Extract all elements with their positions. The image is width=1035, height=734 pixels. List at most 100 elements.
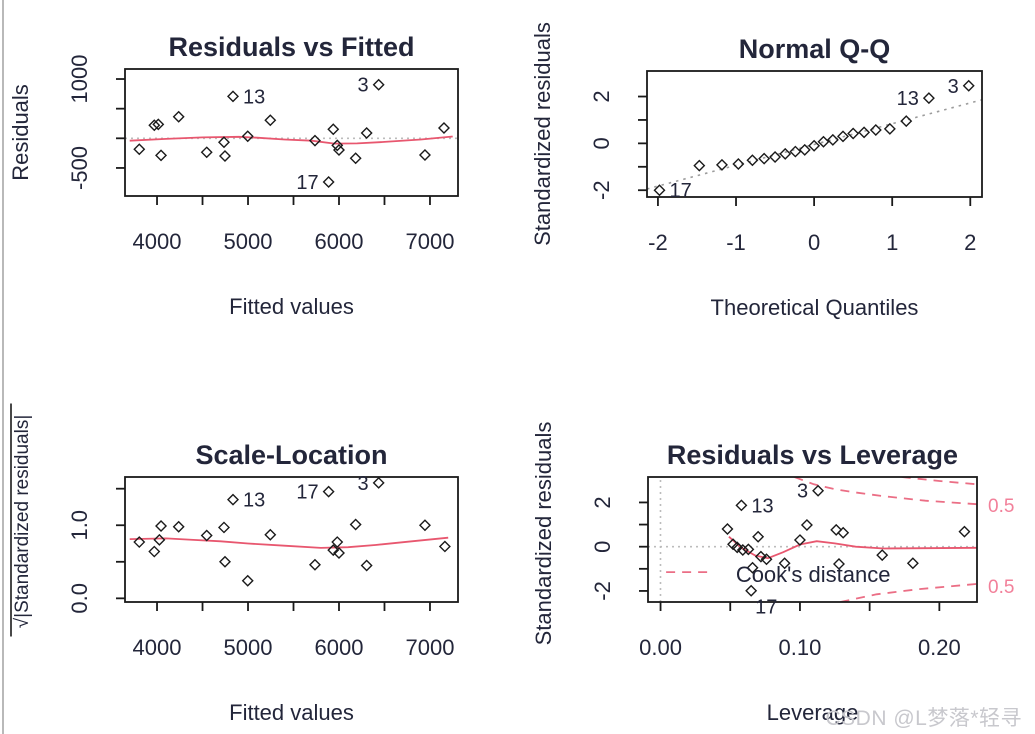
panel-lines bbox=[648, 477, 977, 602]
data-point bbox=[331, 536, 344, 549]
data-point bbox=[808, 139, 821, 152]
x-tick-label: 6000 bbox=[315, 635, 364, 660]
point-label-13: 13 bbox=[243, 490, 265, 512]
left-edge-border bbox=[2, 0, 4, 734]
data-point bbox=[962, 79, 975, 92]
data-point bbox=[264, 114, 277, 127]
y-axis-label: √|Standardized residuals| bbox=[12, 415, 33, 629]
data-point bbox=[817, 135, 830, 148]
cook-contour-level-label: 0.5 bbox=[988, 496, 1014, 517]
x-axis-label: Leverage bbox=[767, 700, 859, 725]
data-point bbox=[752, 530, 765, 543]
data-point bbox=[746, 154, 759, 167]
data-point bbox=[789, 145, 802, 158]
x-tick-label: 1 bbox=[886, 230, 898, 255]
x-tick-label: 0.10 bbox=[779, 635, 822, 660]
data-point bbox=[372, 476, 385, 489]
panel-lines bbox=[129, 536, 449, 549]
data-point bbox=[906, 557, 919, 570]
data-point bbox=[133, 143, 146, 156]
point-label-17: 17 bbox=[755, 597, 777, 619]
cook-contour-level-label: 0.5 bbox=[988, 577, 1014, 598]
point-label-3: 3 bbox=[948, 76, 959, 98]
data-point bbox=[360, 559, 373, 572]
data-point bbox=[308, 558, 321, 571]
data-point bbox=[360, 127, 373, 140]
data-point bbox=[372, 78, 385, 91]
x-axis-label: Fitted values bbox=[229, 294, 354, 319]
data-point bbox=[219, 149, 231, 162]
plot-box bbox=[124, 68, 459, 197]
data-point bbox=[800, 519, 813, 531]
data-point bbox=[742, 543, 755, 556]
x-tick-label: 5000 bbox=[224, 229, 273, 254]
panel-normal-q-q: -2 -1 0 1 2 -2 0 2 17 13 3 Normal Q-Q Theoretical Qu… bbox=[530, 22, 983, 320]
data-point bbox=[200, 529, 213, 542]
data-point bbox=[219, 555, 231, 568]
y-axis-label: Residuals bbox=[8, 84, 33, 181]
plot-box bbox=[646, 70, 983, 198]
panel-residuals-vs-fitted: 4000 5000 6000 7000 -500 1000 13 3 17 Residuals v… bbox=[8, 32, 459, 319]
data-point bbox=[241, 574, 254, 587]
x-tick-label: 5000 bbox=[224, 635, 273, 660]
data-point bbox=[922, 92, 935, 105]
data-point bbox=[721, 523, 734, 535]
point-label-13: 13 bbox=[243, 86, 265, 108]
data-point bbox=[731, 541, 744, 554]
data-point bbox=[778, 557, 791, 570]
loess-smooth-line bbox=[129, 135, 453, 145]
x-tick-label: 7000 bbox=[406, 635, 455, 660]
data-point bbox=[653, 184, 666, 197]
panel-title: Residuals vs Fitted bbox=[168, 32, 414, 62]
data-point bbox=[793, 534, 806, 547]
data-point bbox=[200, 146, 213, 159]
x-tick-label: 0.20 bbox=[918, 635, 961, 660]
y-tick-label: 0 bbox=[590, 541, 615, 553]
data-point bbox=[218, 521, 230, 534]
y-tick-label: -2 bbox=[589, 180, 614, 200]
data-point bbox=[693, 159, 706, 172]
data-point bbox=[155, 149, 168, 162]
data-point bbox=[779, 147, 792, 160]
data-point bbox=[812, 484, 825, 497]
x-axis-label: Fitted values bbox=[229, 700, 354, 725]
data-point bbox=[869, 124, 882, 137]
data-point bbox=[746, 561, 759, 574]
data-point bbox=[418, 148, 431, 161]
panel-lines bbox=[647, 99, 982, 190]
data-point bbox=[333, 144, 345, 156]
loess-smooth-line bbox=[129, 536, 449, 549]
x-tick-label: 4000 bbox=[133, 229, 182, 254]
x-tick-label: -2 bbox=[648, 230, 668, 255]
data-point bbox=[760, 553, 773, 566]
y-axis-label: Standardized residuals bbox=[530, 22, 555, 246]
data-point bbox=[754, 550, 767, 563]
data-point bbox=[327, 544, 340, 557]
data-point bbox=[732, 157, 745, 170]
data-point bbox=[858, 126, 871, 139]
data-point bbox=[333, 547, 345, 560]
panel-title: Normal Q-Q bbox=[739, 34, 891, 64]
data-point bbox=[308, 134, 321, 147]
data-point bbox=[437, 122, 450, 134]
qq-reference-line bbox=[647, 99, 982, 190]
x-tick-label: 2 bbox=[964, 230, 976, 255]
data-point bbox=[152, 118, 165, 131]
panel-residuals-vs-leverage: 0.00 0.10 0.20 -2 0 2 13 3 17 Residuals vs Levera… bbox=[531, 422, 1014, 725]
panel-lines bbox=[125, 135, 458, 145]
data-point bbox=[758, 152, 771, 165]
csdn-watermark: CSDN @L梦落*轻寻 bbox=[825, 707, 1022, 730]
point-label-3: 3 bbox=[358, 473, 369, 495]
data-point bbox=[153, 533, 166, 546]
x-tick-label: 0 bbox=[808, 230, 820, 255]
data-point bbox=[826, 133, 839, 146]
data-point bbox=[847, 127, 860, 140]
x-tick-label: 7000 bbox=[406, 229, 455, 254]
x-axis-label: Theoretical Quantiles bbox=[711, 295, 919, 320]
data-point bbox=[155, 519, 168, 532]
data-point bbox=[241, 130, 254, 143]
data-point bbox=[322, 176, 335, 188]
data-point bbox=[148, 119, 161, 132]
point-label-17: 17 bbox=[669, 180, 691, 202]
